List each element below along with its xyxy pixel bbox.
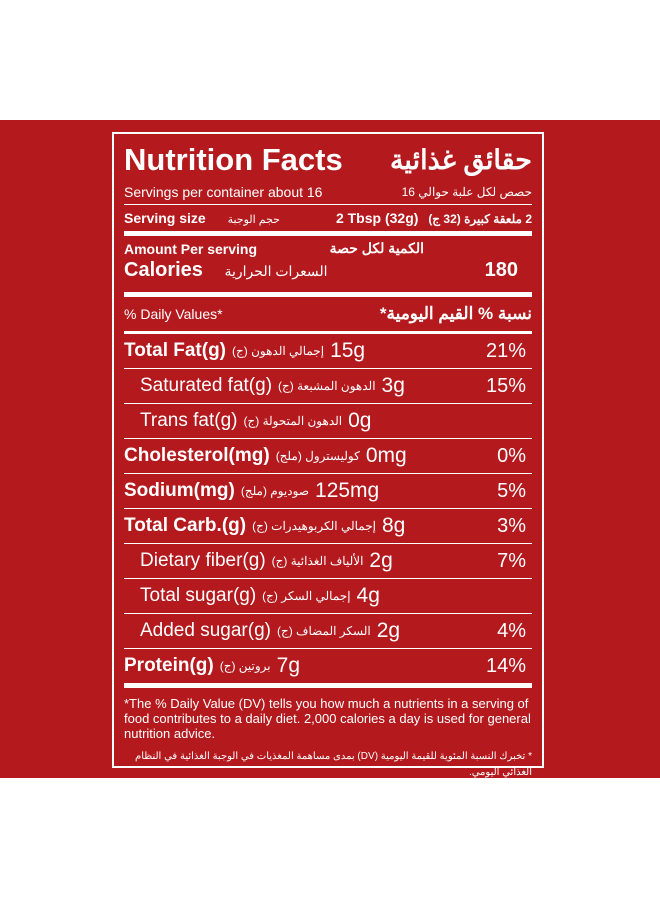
nutrient-dv: 15% bbox=[485, 374, 526, 397]
nutrient-dv: 5% bbox=[497, 479, 526, 502]
serving-size-value: 2 Tbsp (32g) bbox=[335, 210, 419, 226]
nutrient-row: Added sugar(g) السكر المضاف (ج) 2g 4% bbox=[124, 614, 532, 649]
nutrient-amount: 2g bbox=[376, 619, 401, 642]
servings-text: Servings per container about 16 bbox=[124, 184, 323, 200]
title-ar: حقائق غذائية bbox=[389, 144, 532, 175]
nutrition-label: Nutrition Facts حقائق غذائية Servings pe… bbox=[112, 132, 544, 794]
nutrient-amount: 3g bbox=[381, 374, 405, 397]
nutrient-row: Protein(g) بروتين (ج) 7g 14% bbox=[124, 649, 532, 688]
nutrient-dv: 7% bbox=[497, 549, 526, 572]
nutrient-dv: 3% bbox=[497, 514, 526, 537]
nutrient-amount: 4g bbox=[356, 584, 380, 607]
serving-size-label-ar: حجم الوجبة bbox=[227, 214, 280, 226]
nutrient-name-ar: السكر المضاف (ج) bbox=[276, 624, 371, 638]
nutrient-name: Total sugar(g) bbox=[140, 585, 257, 606]
footnote: *The % Daily Value (DV) tells you how mu… bbox=[124, 696, 531, 741]
serving-size-label: Serving size bbox=[124, 210, 206, 226]
nutrient-name: Trans fat(g) bbox=[140, 410, 238, 431]
footnote-ar: * تخبرك النسبة المئوية للقيمة اليومية (D… bbox=[124, 749, 532, 797]
header: Nutrition Facts حقائق غذائية bbox=[124, 140, 532, 180]
serving-size-value-ar: 2 ملعقة كبيرة (32 ج) bbox=[428, 212, 532, 226]
daily-values-header: % Daily Values* نسبة % القيم اليومية* bbox=[124, 297, 532, 334]
nutrient-dv: 0% bbox=[497, 444, 526, 467]
nutrient-rows: Total Fat(g) إجمالي الدهون (ج) 15g 21% Satur… bbox=[124, 334, 532, 688]
nutrient-row: Sodium(mg) صوديوم (ملج) 125mg 5% bbox=[124, 474, 532, 509]
nutrient-name: Added sugar(g) bbox=[140, 620, 271, 641]
calories-label: Calories bbox=[124, 259, 203, 281]
nutrient-name-ar: إجمالي السكر (ج) bbox=[262, 589, 351, 603]
calories-value: 180 bbox=[484, 259, 518, 281]
amount-label-ar: الكمية لكل حصة bbox=[329, 240, 424, 256]
nutrient-name: Saturated fat(g) bbox=[140, 375, 273, 396]
nutrient-amount: 7g bbox=[276, 654, 301, 677]
nutrient-amount: 15g bbox=[330, 339, 366, 362]
nutrient-row: Saturated fat(g) الدهون المشبعة (ج) 3g 15% bbox=[124, 369, 532, 404]
daily-values-label-ar: نسبة % القيم اليومية* bbox=[379, 304, 532, 323]
nutrient-amount: 0g bbox=[348, 409, 372, 432]
nutrient-name-ar: إجمالي الدهون (ج) bbox=[232, 344, 325, 358]
nutrient-name-ar: إجمالي الكربوهيدرات (ج) bbox=[252, 519, 376, 533]
red-background bbox=[0, 120, 660, 778]
nutrient-row: Total Carb.(g) إجمالي الكربوهيدرات (ج) 8g 3… bbox=[124, 509, 532, 544]
footnote-ar-line: يتم استخدام 2000 سعرة حرارية في اليوم لا… bbox=[259, 783, 532, 794]
nutrient-amount: 0mg bbox=[365, 444, 407, 467]
nutrient-name: Cholesterol(mg) bbox=[124, 445, 270, 466]
nutrient-name-ar: الدهون المشبعة (ج) bbox=[278, 379, 376, 393]
nutrient-name-ar: بروتين (ج) bbox=[219, 659, 271, 673]
nutrient-row: Total Fat(g) إجمالي الدهون (ج) 15g 21% bbox=[124, 334, 532, 369]
nutrient-name: Total Carb.(g) bbox=[124, 515, 247, 536]
nutrient-amount: 8g bbox=[381, 514, 406, 537]
nutrient-name: Sodium(mg) bbox=[124, 480, 235, 501]
servings-text-ar: حصص لكل علبة حوالي 16 bbox=[401, 185, 532, 199]
nutrient-name: Protein(g) bbox=[124, 655, 214, 676]
servings: Servings per container about 16 حصص لكل … bbox=[124, 180, 532, 205]
nutrient-name: Dietary fiber(g) bbox=[140, 550, 266, 571]
nutrient-row: Trans fat(g) الدهون المتحولة (ج) 0g bbox=[124, 404, 532, 439]
nutrient-name-ar: الألياف الغذائية (ج) bbox=[271, 554, 364, 568]
nutrient-name-ar: صوديوم (ملج) bbox=[240, 484, 310, 498]
serving-size: Serving size حجم الوجبة 2 Tbsp (32g) 2 م… bbox=[124, 205, 532, 236]
nutrient-name-ar: كوليسترول (ملج) bbox=[275, 449, 360, 463]
footnote-ar-line: * تخبرك النسبة المئوية للقيمة اليومية (D… bbox=[135, 751, 532, 778]
nutrient-name-ar: الدهون المتحولة (ج) bbox=[243, 414, 343, 428]
nutrient-row: Total sugar(g) إجمالي السكر (ج) 4g bbox=[124, 579, 532, 614]
nutrient-dv: 4% bbox=[497, 619, 526, 642]
nutrient-row: Cholesterol(mg) كوليسترول (ملج) 0mg 0% bbox=[124, 439, 532, 474]
nutrient-amount: 2g bbox=[369, 549, 393, 572]
nutrient-name: Total Fat(g) bbox=[124, 340, 227, 361]
amount-label: Amount Per serving bbox=[124, 240, 258, 257]
nutrient-dv: 14% bbox=[485, 654, 526, 677]
calories-label-ar: السعرات الحرارية bbox=[224, 263, 328, 279]
nutrient-dv: 21% bbox=[485, 339, 526, 362]
nutrient-row: Dietary fiber(g) الألياف الغذائية (ج) 2g 7% bbox=[124, 544, 532, 579]
title: Nutrition Facts bbox=[124, 142, 343, 177]
daily-values-label: % Daily Values* bbox=[124, 306, 223, 322]
nutrient-amount: 125mg bbox=[315, 479, 380, 502]
calories-block: Amount Per serving الكمية لكل حصة Calori… bbox=[124, 236, 532, 297]
